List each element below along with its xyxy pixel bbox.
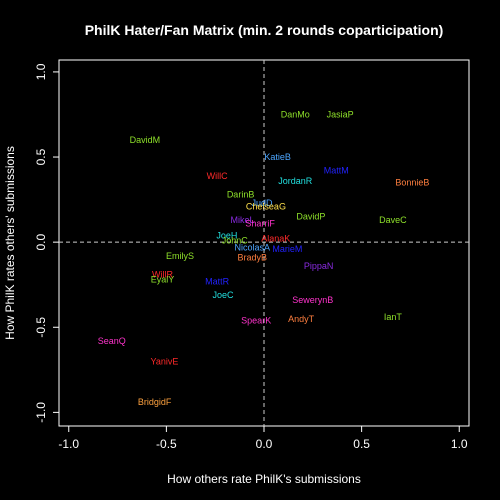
y-tick-label: 0.0 xyxy=(34,233,48,250)
point-label: PippaN xyxy=(304,261,334,271)
point-label: MarieM xyxy=(272,244,302,254)
point-label: BridgidF xyxy=(138,397,172,407)
point-label: WillR xyxy=(152,269,173,279)
chart-title: PhilK Hater/Fan Matrix (min. 2 rounds co… xyxy=(85,22,444,38)
point-label: BonnieB xyxy=(395,178,429,188)
point-label: NicolasA xyxy=(235,242,271,252)
x-tick-label: 0.0 xyxy=(256,437,273,451)
point-label: JoeH xyxy=(216,230,237,240)
point-label: MattM xyxy=(324,166,349,176)
point-label: EmilyS xyxy=(166,251,194,261)
point-label: DavidM xyxy=(130,135,161,145)
point-label: JohnC xyxy=(222,235,249,245)
y-tick-label: -0.5 xyxy=(34,317,48,338)
x-tick-label: -0.5 xyxy=(156,437,177,451)
point-label: EyalY xyxy=(151,275,175,285)
point-label: AlanaK xyxy=(261,234,290,244)
x-axis: -1.0 -0.5 0.0 0.5 1.0 xyxy=(58,426,468,451)
point-label: DarinB xyxy=(227,189,255,199)
x-axis-label: How others rate PhilK's submissions xyxy=(167,472,361,486)
point-label: AndyT xyxy=(288,314,315,324)
data-points: DanMo JasiaP DavidM KatieB MattM WillC JordanR… xyxy=(98,109,430,407)
y-axis: -1.0 -0.5 0.0 0.5 1.0 xyxy=(34,63,59,423)
point-label: SeanQ xyxy=(98,336,126,346)
point-label: DavidP xyxy=(296,212,325,222)
point-label: YanivE xyxy=(150,356,178,366)
reference-lines xyxy=(59,60,469,426)
y-tick-label: -1.0 xyxy=(34,402,48,423)
y-axis-label: How PhilK rates others' submissions xyxy=(3,146,17,340)
point-label: JudD xyxy=(252,198,274,208)
point-label: ChelseaG xyxy=(246,201,286,211)
point-label: DaveC xyxy=(379,215,407,225)
y-tick-label: 1.0 xyxy=(34,63,48,80)
point-label: IanT xyxy=(384,312,403,322)
point-label: MattR xyxy=(205,276,230,286)
point-label: WillC xyxy=(207,171,228,181)
x-tick-label: 1.0 xyxy=(451,437,468,451)
point-label: KatieB xyxy=(264,152,291,162)
x-tick-label: -1.0 xyxy=(58,437,79,451)
x-tick-label: 0.5 xyxy=(353,437,370,451)
point-label: JasiaP xyxy=(327,109,354,119)
point-label: DanMo xyxy=(281,109,310,119)
point-label: BradyB xyxy=(238,252,268,262)
point-label: SewerynB xyxy=(292,295,333,305)
y-tick-label: 0.5 xyxy=(34,148,48,165)
point-label: SharriF xyxy=(245,218,275,228)
point-label: JoeC xyxy=(212,290,234,300)
point-label: MikeL xyxy=(231,215,255,225)
point-label: JordanR xyxy=(278,176,313,186)
point-label: SpearK xyxy=(241,315,271,325)
